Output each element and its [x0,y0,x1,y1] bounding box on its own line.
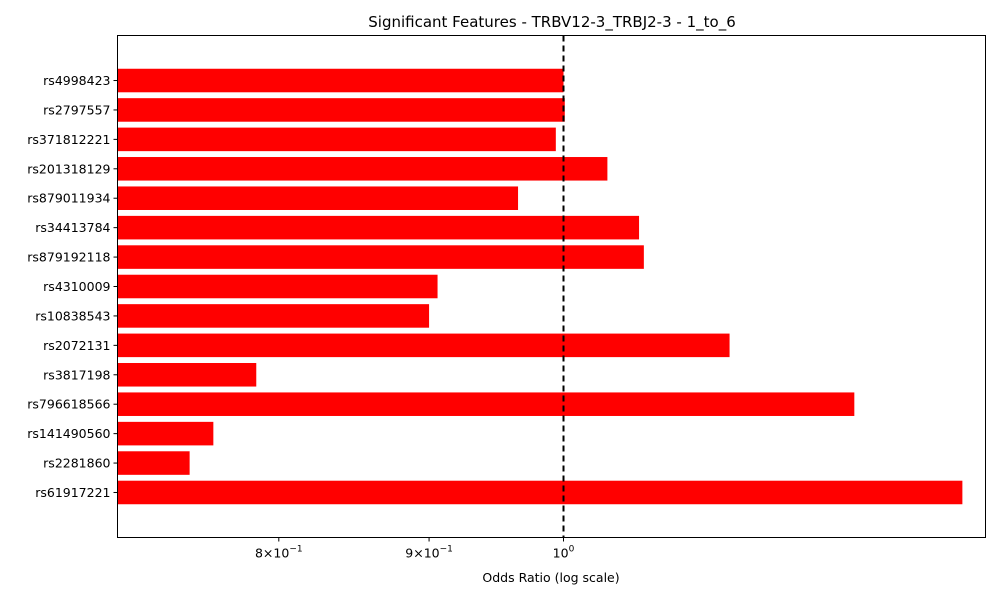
x-tick-label: 9×10−1 [405,545,453,561]
y-tick-label: rs10838543 [35,308,110,323]
bar-rs2281860 [117,451,190,475]
bar-rs4310009 [117,274,438,299]
x-tick-base: 10 [553,546,569,561]
bar-rs2072131 [117,333,730,358]
y-tick-label: rs371812221 [27,132,110,147]
y-tick-label: rs201318129 [27,161,110,176]
y-tick-label: rs2281860 [43,456,110,471]
y-tick-label: rs796618566 [27,397,110,412]
x-tick-label: 8×10−1 [255,545,303,561]
y-axis: rs4998423 rs2797557 rs371812221 rs201318129… [27,73,118,500]
y-tick-label: rs879011934 [27,191,110,206]
x-tick-base: 10 [273,546,289,561]
bar-rs2797557 [117,98,565,122]
x-tick-times-sign: × [413,546,423,561]
bar-rs879192118 [117,245,644,269]
bar-rs34413784 [117,215,640,240]
y-tick-label: rs3817198 [43,367,110,382]
x-tick-exponent: 0 [569,545,575,555]
x-tick-mantissa: 8 [255,546,263,561]
bar-rs796618566 [117,392,855,416]
x-axis-label: Odds Ratio (log scale) [482,570,619,585]
x-tick-exponent: −1 [440,545,453,555]
x-tick-exponent: −1 [289,545,302,555]
y-tick-label: rs4998423 [43,73,110,88]
bar-rs3817198 [117,363,257,387]
bar-rs879011934 [117,186,519,210]
bar-rs61917221 [117,480,963,505]
bars-group [117,68,963,505]
y-tick-label: rs4310009 [43,279,110,294]
y-tick-label: rs34413784 [35,220,110,235]
y-tick-label: rs2797557 [43,102,110,117]
bar-rs10838543 [117,304,430,328]
bar-rs201318129 [117,157,608,181]
x-tick-times-sign: × [263,546,273,561]
x-tick-label: 100 [553,545,575,561]
x-tick-base: 10 [424,546,440,561]
x-tick-mantissa: 9 [405,546,413,561]
y-tick-label: rs879192118 [27,250,110,265]
bar-rs371812221 [117,127,556,152]
bar-rs141490560 [117,421,214,446]
y-tick-label: rs2072131 [43,338,110,353]
y-tick-label: rs61917221 [35,485,110,500]
bar-rs4998423 [117,68,564,93]
x-axis: 8×10−1 9×10−1 100 [255,537,575,561]
y-tick-label: rs141490560 [27,426,110,441]
chart-title: Significant Features - TRBV12-3_TRBJ2-3 … [368,13,736,32]
